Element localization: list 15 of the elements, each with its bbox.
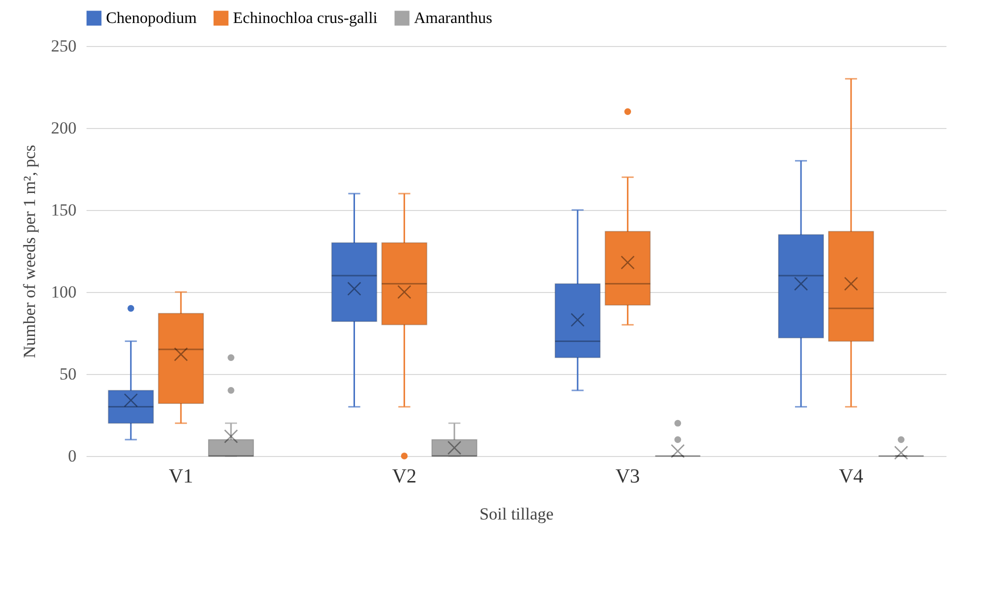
- x-tick-label: V4: [838, 466, 864, 488]
- y-tick-label: 50: [60, 364, 76, 384]
- y-tick-label: 150: [51, 200, 76, 220]
- y-tick-label: 0: [68, 446, 76, 466]
- x-tick-label: V2: [392, 466, 417, 488]
- legend-label: Chenopodium: [106, 10, 198, 28]
- y-tick-label: 100: [51, 282, 76, 302]
- legend-label: Amaranthus: [414, 10, 492, 28]
- y-tick-label: 250: [51, 36, 76, 56]
- y-axis-title: Number of weeds per 1 m², pcs: [20, 144, 39, 358]
- x-tick-label: V3: [615, 466, 640, 488]
- x-tick-label: V1: [168, 466, 194, 488]
- x-axis-title: Soil tillage: [479, 504, 554, 524]
- y-tick-label: 200: [51, 118, 76, 138]
- legend-label: Echinochloa crus-galli: [233, 10, 378, 28]
